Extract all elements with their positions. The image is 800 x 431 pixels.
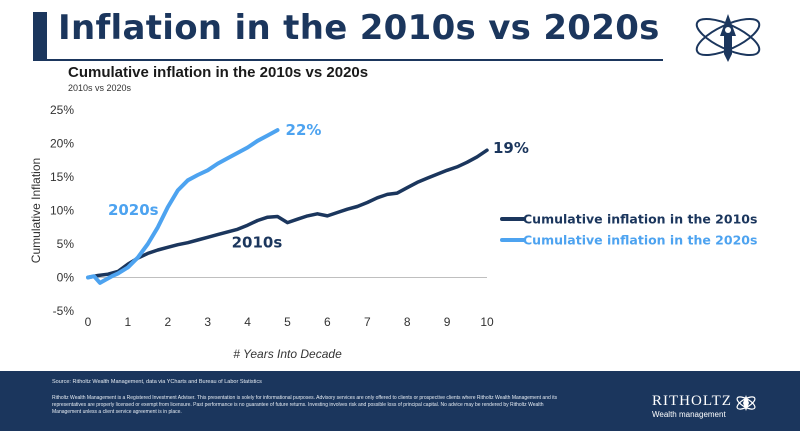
y-tick-label: 0% [57,271,75,285]
series-labels: 2020s 2010s 22% 19% [108,121,529,251]
series-line-2010s [86,148,489,280]
chart-small-subtitle: 2010s vs 2020s [68,83,132,93]
y-tick-label: 5% [57,237,75,251]
title-accent-bar [33,12,47,60]
title-underline [33,59,663,61]
series-label-2020s: 2020s [108,201,159,219]
x-tick-labels: 0 1 2 3 4 5 6 7 8 9 10 [85,315,494,329]
x-tick-label: 5 [284,315,291,329]
x-tick-label: 3 [204,315,211,329]
footer-brand-subtitle: Wealth management [652,410,726,419]
legend-label: Cumulative inflation in the 2020s [523,233,757,248]
page-title: Inflation in the 2010s vs 2020s [58,8,660,48]
y-tick-label: 25% [50,103,74,117]
y-tick-label: 20% [50,137,74,151]
footer-brand-logo: RITHOLTZ Wealth management [652,383,762,423]
series-layer [86,128,489,285]
chart-subtitle: Cumulative inflation in the 2010s vs 202… [68,64,369,81]
legend: Cumulative inflation in the 2010s Cumulat… [500,212,757,248]
x-tick-label: 0 [85,315,92,329]
y-tick-labels: -5% 0% 5% 10% 15% 20% 25% [50,103,74,318]
footer-disclaimer: Ritholtz Wealth Management is a Register… [52,395,558,415]
y-tick-label: 15% [50,170,74,184]
y-tick-label: -5% [53,304,75,318]
ritholtz-orbit-emblem-icon [734,391,758,415]
footer-source: Source: Ritholtz Wealth Management, data… [52,379,262,385]
x-tick-label: 10 [480,315,494,329]
y-axis-title: Cumulative Inflation [29,158,43,263]
ritholtz-rocket-orbit-icon [688,6,768,68]
x-tick-label: 2 [164,315,171,329]
x-tick-label: 9 [444,315,451,329]
x-tick-label: 1 [125,315,132,329]
legend-label: Cumulative inflation in the 2010s [523,212,757,227]
y-tick-label: 10% [50,204,74,218]
footer-brand-name: RITHOLTZ [652,393,732,409]
footer-bar: Source: Ritholtz Wealth Management, data… [0,371,800,431]
end-value-2020s: 22% [286,121,322,139]
x-tick-label: 7 [364,315,371,329]
end-value-2010s: 19% [493,139,529,157]
cumulative-inflation-chart: -5% 0% 5% 10% 15% 20% 25% 0 1 2 3 4 5 6 7 8 9 10 Cumulat… [29,103,757,361]
x-tick-label: 8 [404,315,411,329]
x-tick-label: 6 [324,315,331,329]
series-line-2020s [86,128,280,285]
x-tick-label: 4 [244,315,251,329]
x-axis-title: # Years Into Decade [233,347,342,361]
series-label-2010s: 2010s [232,233,283,251]
